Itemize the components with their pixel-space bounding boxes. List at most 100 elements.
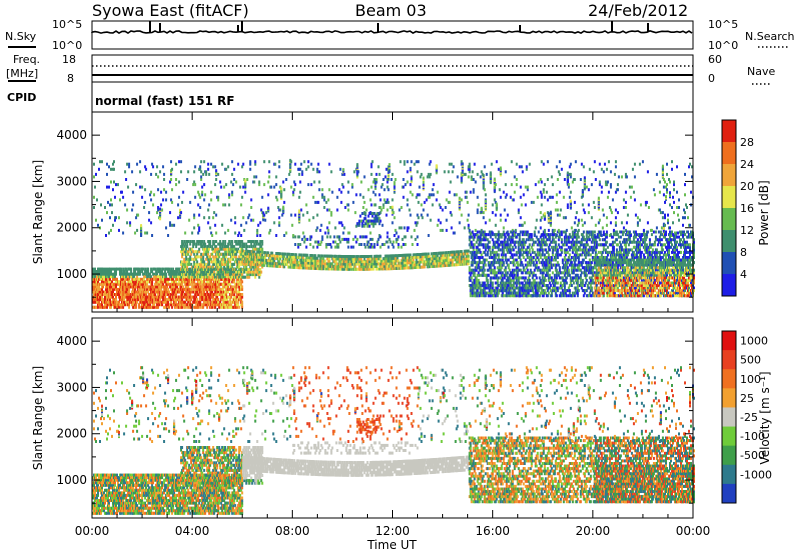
echo-cell: [115, 298, 117, 302]
echo-cell: [177, 216, 180, 220]
echo-cell: [241, 257, 244, 261]
echo-cell: [101, 218, 103, 222]
echo-cell: [181, 240, 184, 243]
echo-cell: [360, 257, 363, 261]
echo-cell: [146, 282, 149, 286]
echo-cell: [217, 252, 220, 256]
echo-cell: [175, 275, 178, 279]
echo-cell: [125, 275, 128, 279]
echo-cell: [324, 262, 327, 266]
echo-cell: [428, 193, 431, 197]
echo-cell: [136, 300, 139, 304]
echo-cell: [476, 245, 479, 249]
echo-cell: [353, 255, 356, 259]
echo-cell: [100, 272, 102, 276]
echo-cell: [333, 235, 336, 239]
echo-cell: [95, 172, 97, 176]
echo-cell: [111, 293, 113, 296]
echo-cell: [472, 233, 475, 237]
echo-cell: [114, 305, 116, 309]
echo-cell: [416, 235, 419, 239]
echo-cell: [492, 263, 495, 267]
echo-cell: [227, 165, 230, 169]
echo-cell: [212, 255, 215, 259]
power-data: [92, 158, 695, 309]
echo-cell: [162, 295, 165, 299]
echo-cell: [195, 300, 198, 304]
echo-cell: [224, 303, 227, 307]
echo-cell: [178, 180, 181, 184]
echo-cell: [128, 277, 131, 281]
echo-cell: [267, 180, 270, 184]
echo-cell: [352, 245, 355, 249]
echo-cell: [181, 273, 184, 277]
echo-cell: [460, 198, 463, 202]
echo-cell: [482, 230, 485, 234]
echo-cell: [327, 228, 330, 232]
echo-cell: [200, 262, 203, 266]
echo-cell: [484, 253, 487, 257]
echo-cell: [350, 245, 353, 249]
echo-cell: [482, 294, 485, 298]
echo-cell: [482, 289, 485, 293]
echo-cell: [162, 165, 165, 169]
echo-cell: [201, 303, 204, 307]
echo-cell: [499, 195, 502, 199]
echo-cell: [156, 287, 159, 291]
echo-cell: [274, 257, 277, 260]
echo-cell: [150, 300, 153, 304]
echo-cell: [494, 245, 497, 249]
echo-cell: [431, 188, 434, 192]
echo-cell: [159, 298, 162, 302]
echo-cell: [122, 290, 125, 294]
echo-cell: [254, 255, 257, 259]
echo-cell: [193, 216, 196, 220]
echo-cell: [486, 278, 489, 282]
echo-cell: [164, 295, 167, 299]
echo-cell: [302, 266, 305, 270]
echo-cell: [367, 245, 370, 249]
echo-cell: [468, 228, 471, 232]
echo-cell: [153, 305, 156, 309]
echo-cell: [323, 206, 326, 209]
echo-cell: [170, 298, 173, 302]
echo-cell: [186, 270, 189, 274]
echo-cell: [231, 160, 234, 164]
echo-cell: [173, 275, 176, 279]
echo-cell: [489, 253, 492, 257]
echo-cell: [201, 193, 204, 197]
echo-cell: [427, 252, 430, 256]
echo-cell: [265, 258, 268, 262]
echo-cell: [496, 258, 499, 262]
echo-cell: [144, 231, 147, 235]
echo-cell: [494, 200, 497, 204]
echo-cell: [209, 298, 212, 302]
echo-cell: [204, 193, 207, 197]
echo-cell: [100, 203, 102, 207]
echo-cell: [233, 277, 236, 281]
echo-cell: [403, 226, 406, 230]
echo-cell: [347, 180, 350, 184]
echo-cell: [209, 245, 212, 249]
echo-cell: [135, 303, 138, 307]
echo-cell: [482, 245, 485, 249]
echo-cell: [472, 245, 475, 249]
echo-cell: [249, 273, 252, 277]
echo-cell: [110, 198, 112, 202]
beam-title: Beam 03: [355, 1, 427, 20]
echo-cell: [221, 162, 224, 166]
echo-cell: [237, 247, 240, 251]
echo-cell: [201, 185, 204, 189]
echo-cell: [480, 266, 483, 270]
echo-cell: [478, 294, 481, 298]
echo-cell: [128, 305, 131, 309]
echo-cell: [363, 265, 366, 269]
echo-cell: [468, 271, 471, 275]
echo-cell: [469, 245, 472, 249]
echo-cell: [150, 198, 153, 202]
echo-cell: [261, 195, 264, 199]
echo-cell: [233, 270, 236, 274]
echo-cell: [149, 303, 152, 307]
echo-cell: [293, 180, 296, 184]
echo-cell: [122, 305, 125, 309]
